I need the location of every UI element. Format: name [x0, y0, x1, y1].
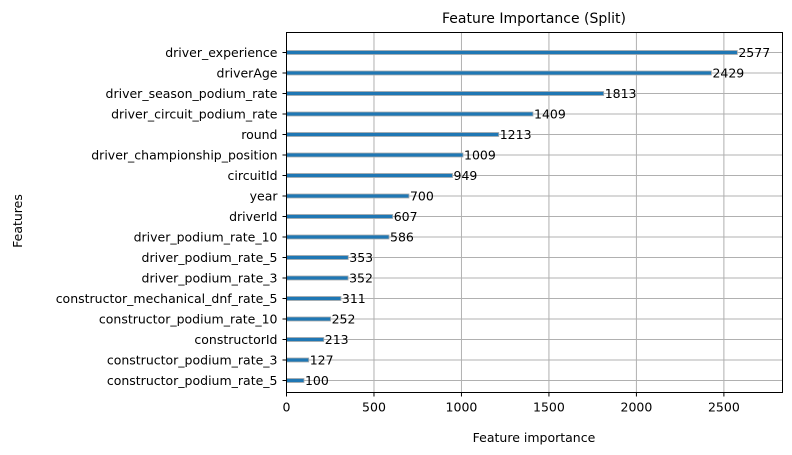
bar [286, 91, 605, 96]
x-tick-label: 2000 [621, 400, 653, 415]
x-tick-label: 500 [362, 400, 386, 415]
bar [286, 275, 349, 281]
y-tick-label: driver_experience [165, 45, 278, 60]
bar [286, 193, 410, 199]
data-label: 213 [325, 332, 349, 347]
data-label: 311 [342, 291, 366, 306]
chart-title: Feature Importance (Split) [442, 11, 626, 27]
data-label: 127 [310, 353, 334, 368]
x-tick-label: 1500 [533, 400, 565, 415]
data-label: 1813 [605, 86, 637, 101]
data-label: 949 [454, 168, 478, 183]
y-tick-label: constructor_podium_rate_5 [107, 373, 278, 388]
y-tick-label: driver_season_podium_rate [106, 86, 278, 101]
x-tick-label: 1000 [446, 400, 478, 415]
data-label: 352 [349, 271, 373, 286]
data-label: 1213 [500, 127, 532, 142]
y-axis-label: Features [10, 194, 25, 248]
data-label: 586 [390, 230, 414, 245]
y-tick-label: round [241, 127, 277, 142]
bar [286, 378, 305, 383]
y-tick-label: driverId [229, 209, 277, 224]
bar [286, 152, 464, 158]
y-tick-label: driver_podium_rate_10 [134, 230, 278, 245]
bar [286, 70, 712, 76]
y-tick-label: driverAge [217, 66, 278, 81]
bar [286, 337, 325, 342]
y-tick-label: constructor_mechanical_dnf_rate_5 [56, 291, 278, 306]
grid-lines [286, 32, 783, 393]
y-tick-label: circuitId [228, 168, 278, 183]
y-tick-label: constructor_podium_rate_3 [107, 353, 278, 368]
data-label: 1409 [534, 107, 566, 122]
data-label: 100 [305, 373, 329, 388]
bar [286, 132, 500, 137]
bar [286, 316, 331, 322]
x-axis-ticks: 0 500 1000 1500 2000 2500 [283, 392, 740, 415]
bar [286, 50, 738, 55]
y-tick-label: driver_championship_position [91, 148, 277, 163]
plot-area-frame [286, 32, 783, 393]
data-label: 353 [349, 250, 373, 265]
y-tick-label: driver_circuit_podium_rate [111, 107, 278, 122]
bars [286, 50, 738, 383]
data-label: 700 [410, 189, 434, 204]
x-tick-label: 2500 [708, 400, 740, 415]
y-tick-label: driver_podium_rate_3 [142, 271, 278, 286]
bar [286, 255, 349, 260]
y-tick-label: constructor_podium_rate_10 [99, 312, 278, 327]
bar [286, 296, 342, 301]
y-tick-label: year [250, 189, 279, 204]
y-tick-label: driver_podium_rate_5 [142, 250, 278, 265]
data-label: 2429 [712, 66, 744, 81]
data-label: 252 [332, 312, 356, 327]
bar [286, 357, 310, 363]
bar [286, 234, 390, 240]
bar [286, 111, 534, 117]
y-tick-label: constructorId [194, 332, 277, 347]
data-label: 607 [394, 209, 418, 224]
bar [286, 173, 453, 178]
data-label: 2577 [738, 45, 770, 60]
y-axis-ticks: driver_experience driverAge driver_season_… [56, 45, 287, 388]
x-axis-label: Feature importance [473, 430, 596, 445]
bar [286, 214, 394, 219]
x-tick-label: 0 [283, 400, 291, 415]
data-label: 1009 [464, 148, 496, 163]
